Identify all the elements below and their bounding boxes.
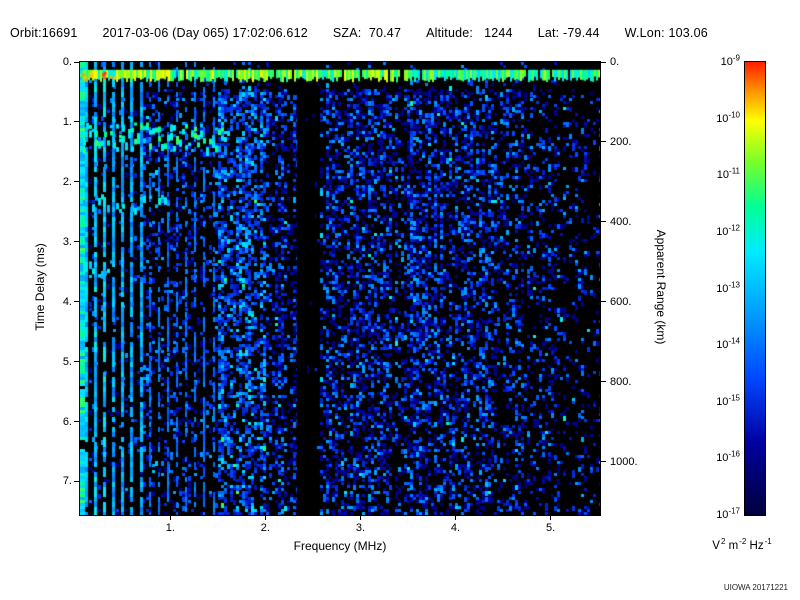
y-axis-tick-right [601, 301, 606, 303]
x-tick-label: 5. [545, 522, 556, 534]
plot-border [79, 61, 601, 516]
colorbar-tick-label: 10-14 [716, 336, 740, 352]
y-axis-tick-right [601, 61, 606, 63]
y-axis-tick-left [74, 241, 79, 243]
y-axis-tick-left [74, 181, 79, 183]
y-tick-label-right: 400. [610, 215, 632, 228]
y-axis-label-right: Apparent Range (km) [654, 229, 668, 345]
colorbar-tick-label: 10-16 [716, 449, 740, 465]
y-tick-label-left: 3. [62, 235, 72, 248]
colorbar-tick-label: 10-9 [720, 53, 740, 68]
header-field: Orbit:16691 [10, 26, 78, 40]
header-field: 2017-03-06 (Day 065) 17:02:06.612 [102, 26, 308, 40]
colorbar-tick-label: 10-15 [716, 393, 740, 408]
colorbar-frame [744, 61, 766, 516]
y-axis-tick-left [74, 121, 79, 123]
x-tick-label: 2. [260, 522, 270, 534]
y-axis-tick-left [74, 361, 79, 363]
y-tick-label-left: 6. [62, 415, 72, 428]
x-axis-tick [455, 516, 456, 520]
header-field: W.Lon: 103.06 [624, 26, 708, 40]
x-axis-tick [264, 516, 266, 520]
y-tick-label-left: 5. [62, 355, 72, 368]
y-tick-label-right: 0. [610, 56, 620, 68]
y-tick-label-right: 600. [610, 295, 632, 308]
colorbar-tick-label: 10-11 [716, 166, 740, 182]
y-axis-tick-left [74, 480, 79, 482]
x-tick-label: 4. [450, 522, 461, 534]
y-tick-label-left: 2. [62, 175, 72, 188]
colorbar-gradient [745, 62, 765, 515]
y-tick-label-left: 4. [62, 295, 72, 308]
colorbar-tick-label: 10-12 [716, 223, 740, 238]
header-field: SZA: 70.47 [332, 26, 402, 40]
x-axis-tick [359, 516, 361, 520]
y-tick-label-right: 1000. [610, 455, 638, 468]
colorbar-tick-label: 10-10 [716, 109, 740, 125]
colorbar-tick-label: 10-17 [716, 506, 740, 521]
x-tick-label: 3. [355, 522, 366, 534]
x-axis-label: Frequency (MHz) [293, 539, 387, 553]
header-field: Altitude: 1244 [426, 26, 513, 40]
y-axis-tick-left [74, 61, 79, 63]
x-axis-tick [169, 516, 171, 520]
colorbar-unit-label: V2 m-2 Hz-1 [712, 537, 772, 552]
y-axis-tick-right [601, 141, 606, 143]
y-tick-label-left: 0. [62, 56, 72, 68]
y-tick-label-left: 7. [62, 475, 72, 488]
y-tick-label-right: 800. [610, 375, 632, 388]
x-axis-tick [550, 516, 552, 520]
header-info-bar: Orbit:16691 2017-03-06 (Day 065) 17:02:06… [10, 26, 708, 40]
y-tick-label-left: 1. [62, 115, 72, 128]
y-axis-tick-right [601, 221, 606, 223]
y-tick-label-right: 200. [610, 135, 632, 148]
colorbar-tick-label: 10-13 [716, 279, 740, 295]
y-axis-tick-right [601, 461, 606, 463]
credit-text: UIOWA 20171221 [723, 583, 788, 592]
y-axis-tick-left [74, 301, 79, 303]
header-field: Lat: -79.44 [537, 26, 600, 40]
x-tick-label: 1. [165, 522, 175, 534]
y-axis-tick-right [601, 381, 606, 383]
spectrogram-canvas [80, 62, 600, 515]
y-axis-tick-left [74, 421, 79, 423]
